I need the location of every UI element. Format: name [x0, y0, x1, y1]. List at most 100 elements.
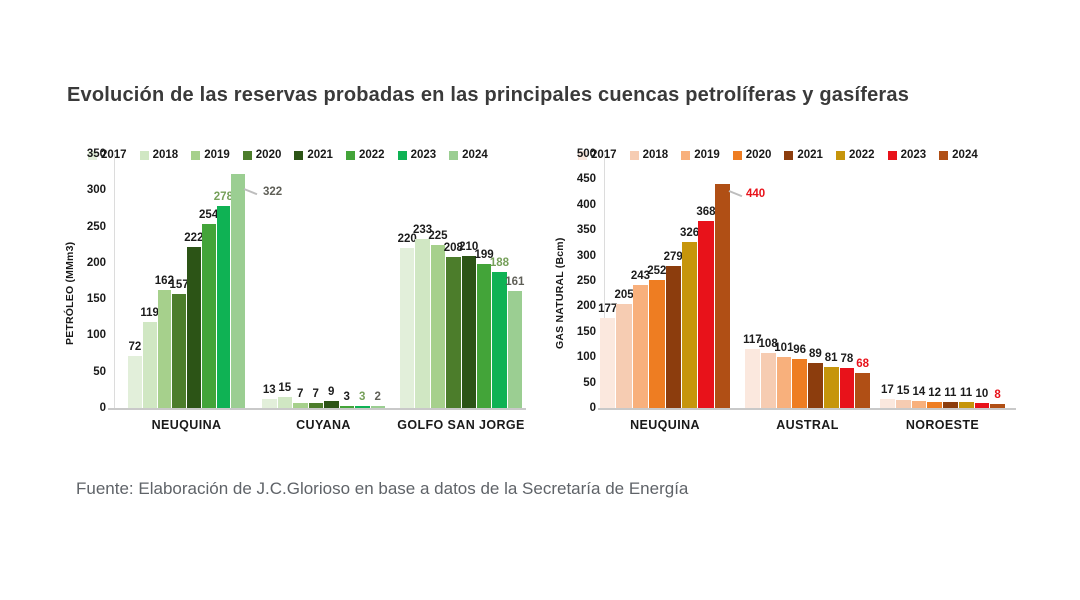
- legend-year-label: 2021: [797, 149, 823, 161]
- category-label: CUYANA: [296, 418, 351, 432]
- bar: 10: [974, 388, 990, 408]
- bar-value-label: 7: [312, 387, 319, 400]
- bar-value-label: 368: [696, 206, 716, 219]
- legend-swatch-icon: [629, 150, 639, 160]
- y-axis-tick-label: 100: [576, 351, 596, 364]
- bar: 208: [444, 242, 463, 408]
- legend-item: 2018: [629, 149, 669, 161]
- gas-natural-chart: 2017 2018 2019 2020 2021 2022 2023 2024 0 50 100 15…: [552, 146, 1022, 446]
- bar: 68: [855, 358, 870, 408]
- bar: 3: [339, 391, 354, 408]
- bar-value-label: 278: [213, 191, 233, 204]
- bar-value-label: 15: [896, 385, 910, 398]
- bar: 254: [199, 209, 218, 408]
- y-axis-title: PETRÓLEO (MMm3): [64, 241, 76, 345]
- legend-swatch-icon: [835, 150, 845, 160]
- legend-item: 2022: [835, 149, 875, 161]
- legend-swatch-icon: [88, 150, 97, 160]
- bar: 81: [823, 352, 839, 408]
- legend-year-label: 2023: [900, 149, 927, 161]
- x-axis-line: [598, 408, 1016, 410]
- legend-item: 2020: [732, 149, 771, 161]
- bar-value-label: 326: [679, 227, 700, 240]
- bar: 96: [792, 344, 807, 408]
- bar: 188: [490, 257, 509, 408]
- bar: 15: [895, 385, 911, 408]
- legend-swatch-icon: [139, 150, 149, 160]
- legend-swatch-icon: [939, 150, 949, 160]
- y-axis-tick-label: 250: [86, 220, 106, 233]
- y-axis-line: [604, 154, 605, 408]
- legend-item: 2024: [449, 149, 488, 161]
- bar: 210: [459, 241, 478, 408]
- bar: 12: [927, 387, 942, 408]
- legend-swatch-icon: [578, 150, 587, 160]
- legend-swatch-icon: [294, 150, 304, 160]
- bar-value-label: 14: [912, 385, 926, 398]
- legend-item: 2017: [578, 149, 617, 161]
- petroleo-chart: 2017 2018 2019 2020 2021 2022 2023 2024 0 50 100 15…: [62, 146, 532, 446]
- bar: 11: [943, 387, 958, 408]
- y-axis-tick-label: 0: [589, 402, 596, 414]
- bar-value-label: 10: [975, 387, 989, 400]
- bar: 233: [413, 224, 432, 408]
- bar-value-label: 89: [808, 347, 822, 360]
- bar: 119: [140, 307, 159, 408]
- bar: 15: [277, 382, 292, 408]
- bar-value-label: 225: [428, 229, 448, 242]
- y-axis-tick-label: 450: [576, 173, 596, 186]
- source-note: Fuente: Elaboración de J.C.Glorioso en b…: [76, 479, 689, 498]
- bar: 89: [808, 348, 823, 408]
- bar: 2: [370, 391, 385, 408]
- bar-value-label: 101: [774, 341, 794, 354]
- bar-value-label: 72: [128, 340, 142, 353]
- legend-year-label: 2018: [642, 149, 669, 161]
- bar: 3: [355, 391, 370, 408]
- x-axis-line: [108, 408, 526, 410]
- bar-value-label: 208: [443, 242, 463, 255]
- legend-year-label: 2024: [952, 149, 978, 161]
- bar-value-label: 252: [647, 264, 667, 277]
- bar: 117: [743, 334, 762, 408]
- legend-swatch-icon: [732, 150, 742, 160]
- bar: 440: [714, 184, 765, 408]
- bar: 7: [293, 388, 308, 408]
- legend-swatch-icon: [449, 150, 459, 160]
- bar: 222: [184, 232, 203, 408]
- legend-swatch-icon: [397, 150, 407, 160]
- y-axis-tick-label: 0: [99, 402, 106, 414]
- bar-value-label: 322: [263, 186, 283, 199]
- callout-leader-line: [243, 188, 258, 196]
- bar: 8: [990, 389, 1005, 408]
- bar-group: 117 108 101 96 89 81 78 68: [743, 334, 870, 408]
- bar: 72: [128, 341, 142, 408]
- bar: 101: [774, 342, 793, 408]
- bar: 157: [170, 279, 189, 408]
- legend-item: 2019: [191, 149, 230, 161]
- category-label: NOROESTE: [905, 418, 980, 432]
- bar-value-label: 233: [412, 223, 433, 236]
- y-axis-tick-label: 350: [576, 224, 596, 237]
- bar: 243: [631, 270, 650, 408]
- bar: 279: [664, 251, 683, 408]
- bar-value-label: 2: [374, 391, 381, 403]
- y-axis-tick-label: 350: [86, 147, 106, 160]
- legend-swatch-icon: [887, 150, 897, 160]
- bar: 161: [505, 276, 524, 408]
- bar: 14: [911, 386, 927, 408]
- legend-year-label: 2017: [101, 149, 127, 161]
- bar-value-label: 222: [184, 231, 204, 244]
- y-axis-tick-label: 200: [86, 256, 106, 269]
- legend-year-label: 2019: [694, 149, 720, 161]
- legend-year-label: 2021: [307, 149, 333, 161]
- bar: 252: [647, 265, 666, 408]
- legend-year-label: 2023: [410, 149, 437, 161]
- category-label: NEUQUINA: [151, 418, 222, 432]
- bar: 205: [614, 289, 634, 408]
- bar-value-label: 3: [343, 390, 350, 403]
- bar-value-label: 11: [944, 387, 957, 400]
- legend: 2017 2018 2019 2020 2021 2022 2023 2024: [578, 149, 978, 161]
- legend-item: 2020: [242, 149, 281, 161]
- bar-value-label: 12: [928, 386, 942, 399]
- y-axis-tick-label: 150: [576, 325, 596, 338]
